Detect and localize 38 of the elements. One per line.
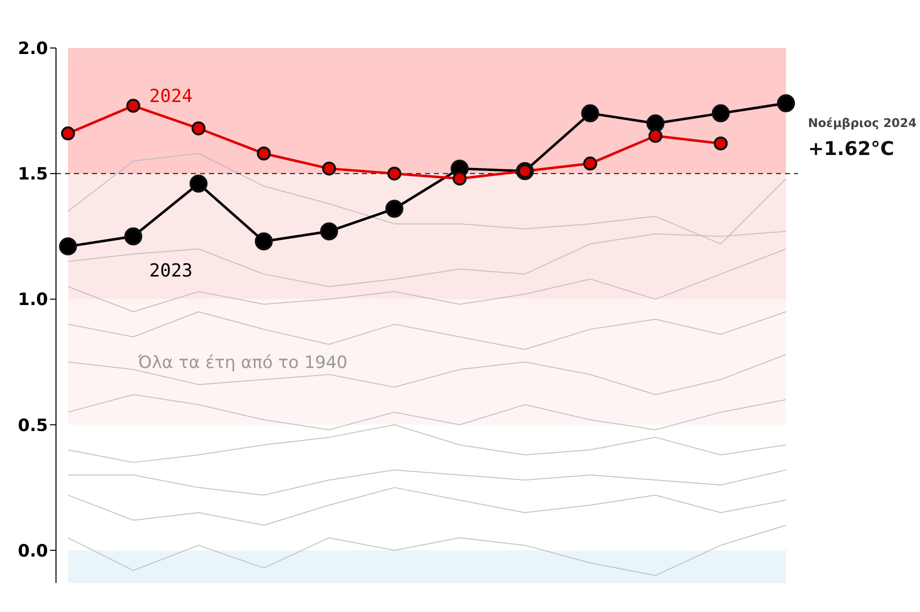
point <box>646 114 664 132</box>
y-tick-label: 0.0 <box>18 541 48 562</box>
line-series <box>68 394 786 430</box>
point <box>124 227 142 246</box>
point <box>712 104 730 122</box>
series-label: 2024 <box>149 86 193 107</box>
point <box>581 104 600 122</box>
line-series <box>68 469 786 496</box>
series-label: 2023 <box>149 260 193 282</box>
point <box>61 126 75 140</box>
line-series <box>68 487 786 526</box>
point <box>190 174 208 193</box>
point <box>254 232 273 250</box>
point <box>256 146 271 160</box>
point <box>583 156 598 171</box>
point <box>192 121 206 136</box>
line-series <box>68 524 786 576</box>
point <box>126 98 140 113</box>
point <box>452 172 467 186</box>
line-series <box>68 311 786 350</box>
point <box>322 162 336 176</box>
point <box>320 222 338 240</box>
y-tick-label: 2.0 <box>18 39 48 60</box>
line-series <box>68 354 786 396</box>
line-series <box>68 248 786 312</box>
point <box>387 166 402 181</box>
point <box>648 128 662 143</box>
y-tick-label: 1.0 <box>18 290 48 310</box>
text: +1.62°C <box>808 138 894 160</box>
text: Νοέμβριος 2024 <box>808 116 917 130</box>
y-tick-label: 0.5 <box>18 416 48 436</box>
point <box>59 237 77 256</box>
point <box>714 136 728 150</box>
annotation: Όλα τα έτη από το 1940 <box>138 352 348 373</box>
line-series <box>68 424 786 463</box>
point <box>777 94 795 112</box>
point <box>385 200 404 218</box>
y-tick-label: 1.5 <box>18 164 48 185</box>
